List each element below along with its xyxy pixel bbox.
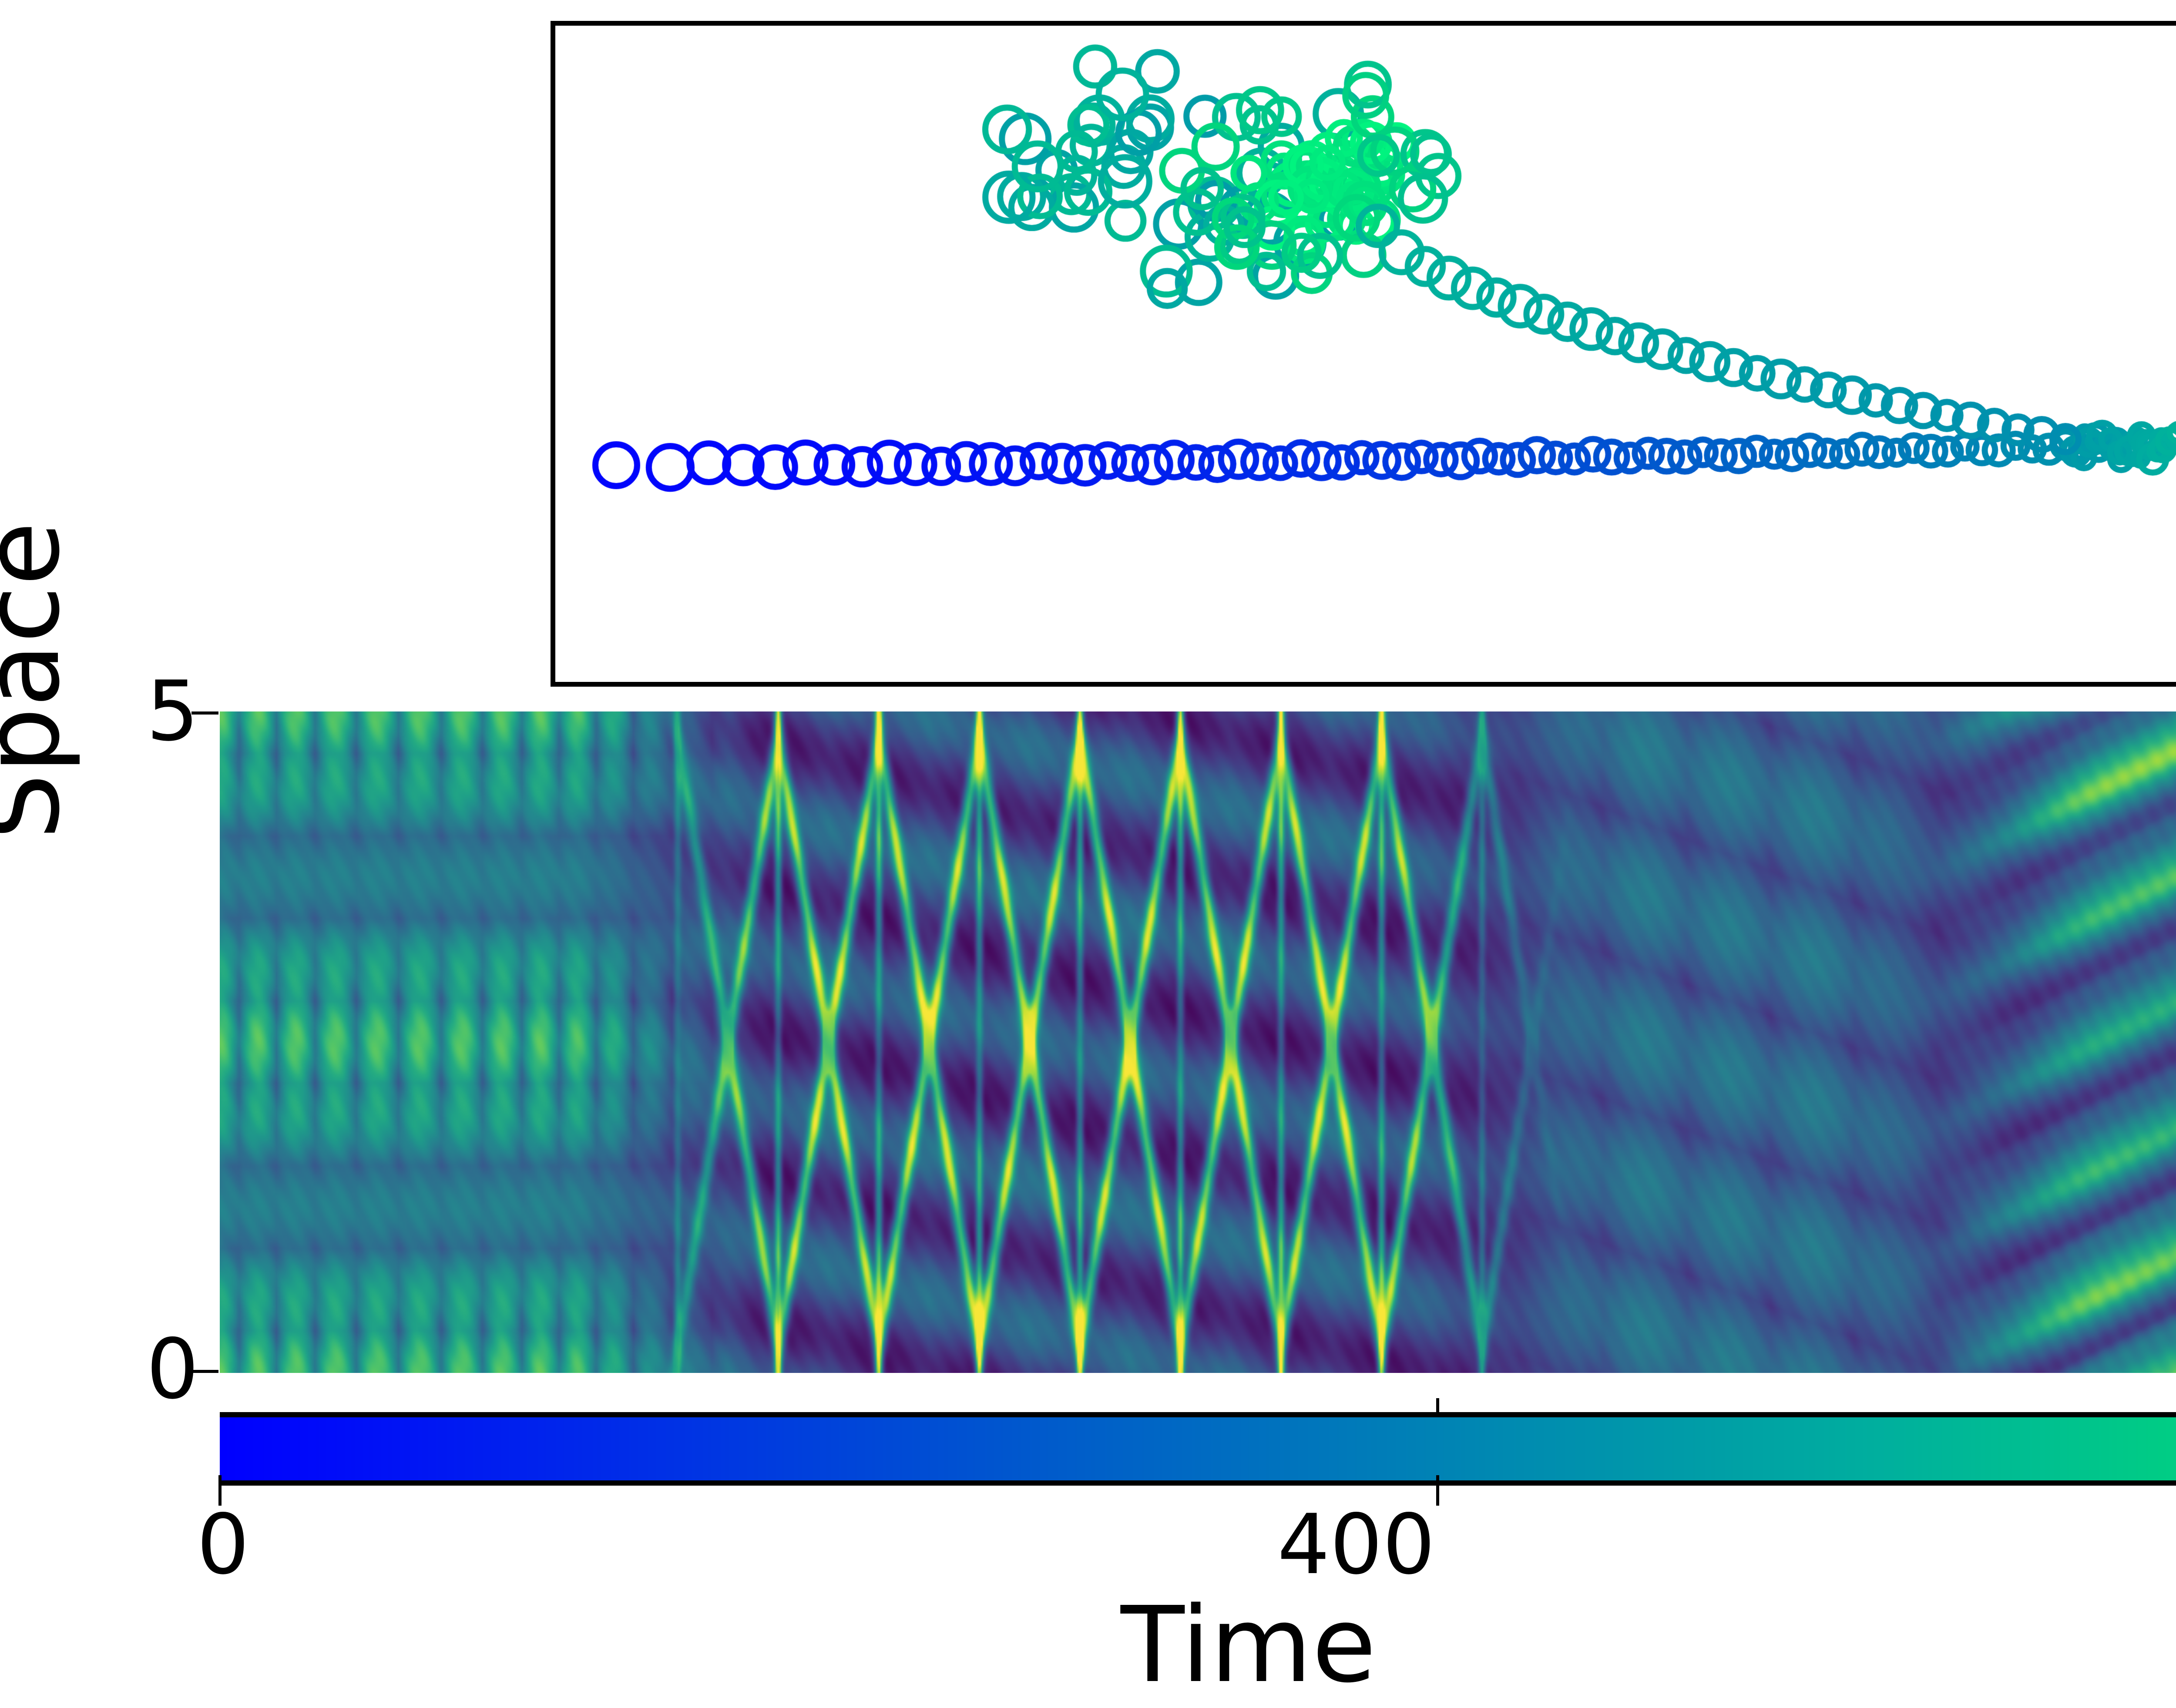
- spacetime-heatmap-panel: [220, 711, 2176, 1373]
- space-axis-tick-label-5: 5: [146, 663, 199, 759]
- eigenvalue-scatter-panel: [551, 21, 2176, 687]
- time-axis-tick-label-0: 0: [197, 1497, 249, 1593]
- spacetime-heatmap-canvas: [220, 711, 2176, 1373]
- time-axis-tick-label-400: 400: [1277, 1497, 1435, 1593]
- time-tick-400-top: [1436, 1398, 1439, 1414]
- space-axis-tick-label-0: 0: [146, 1321, 199, 1417]
- space-tick-5: [191, 711, 218, 715]
- space-tick-0: [191, 1370, 218, 1373]
- time-colorbar-gradient: [220, 1417, 2176, 1480]
- time-tick-400: [1436, 1475, 1439, 1506]
- time-axis-title: Time: [1121, 1584, 1377, 1706]
- space-axis-title: Space: [0, 521, 83, 840]
- time-colorbar: [220, 1412, 2176, 1486]
- time-tick-0: [218, 1475, 222, 1506]
- eigenvalue-scatter-canvas: [555, 26, 2176, 682]
